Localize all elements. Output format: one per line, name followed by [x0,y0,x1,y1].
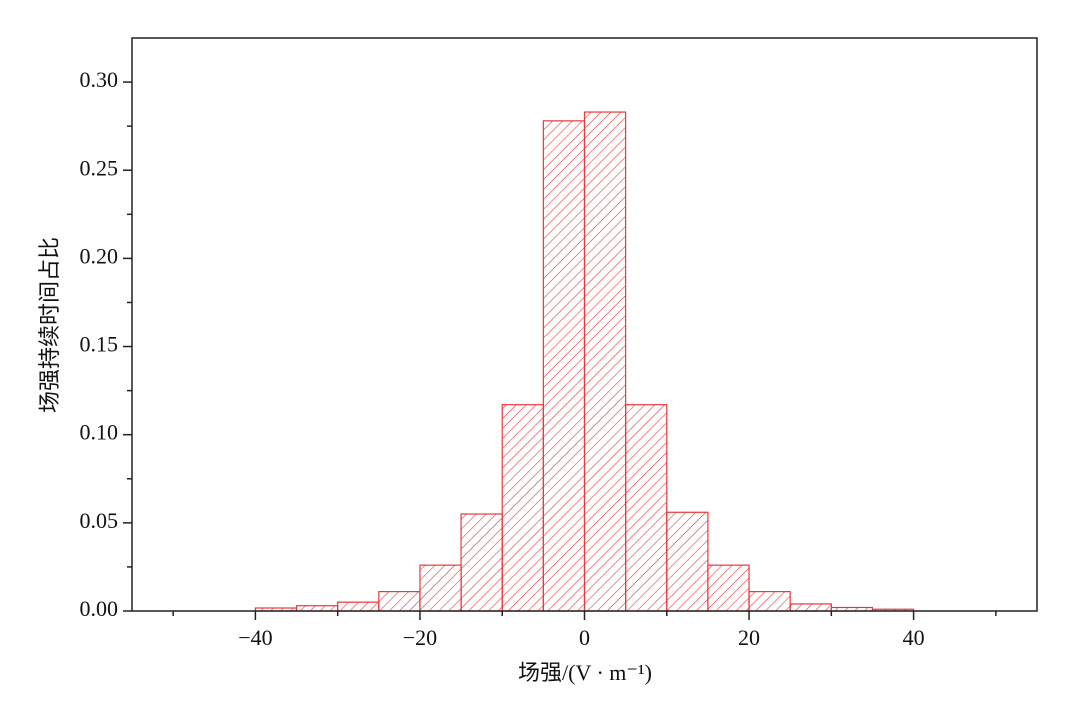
x-tick-label: −20 [403,625,437,650]
bar [583,111,627,612]
bar [542,120,586,612]
x-axis-label: 场强/(V · m⁻¹) [518,660,652,685]
bar [707,564,750,612]
y-tick-label: 0.05 [80,508,119,533]
bar [666,511,709,612]
x-tick-label: 20 [738,625,760,650]
bar [748,591,791,612]
y-tick-label: 0.10 [80,420,119,445]
x-tick-label: 0 [579,625,590,650]
bar [419,564,462,612]
bar [337,601,380,612]
bar [501,404,544,612]
x-tick-label: −40 [238,625,272,650]
x-tick-label: 40 [903,625,925,650]
y-tick-label: 0.00 [80,596,119,621]
bar [295,605,339,612]
y-tick-label: 0.20 [80,243,119,268]
bar [625,404,668,612]
y-tick-label: 0.30 [80,67,119,92]
y-axis-label: 场强持续时间占比 [37,237,62,413]
bar [460,513,503,612]
bar [378,591,421,612]
y-tick-label: 0.15 [80,332,119,357]
bar [789,603,832,612]
y-tick-label: 0.25 [80,155,119,180]
